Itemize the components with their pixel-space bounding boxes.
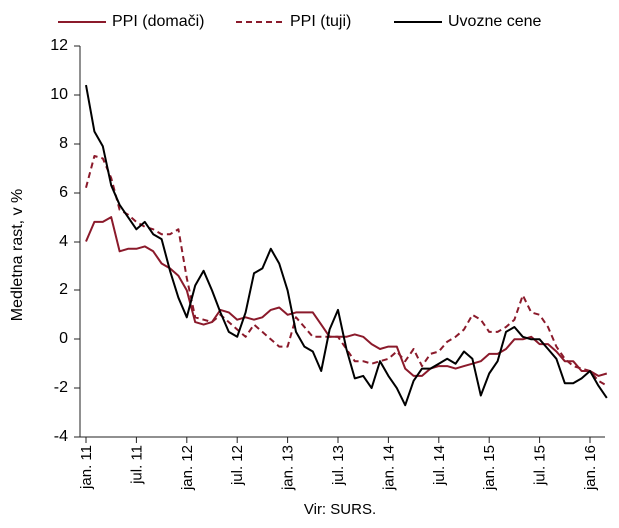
- x-tick-label: jul. 12: [229, 445, 246, 486]
- y-tick: 10: [50, 86, 80, 103]
- y-tick: 2: [59, 281, 80, 298]
- y-tick: -4: [54, 428, 80, 445]
- x-tick-label: jul. 11: [128, 445, 145, 485]
- series-layer: [85, 84, 608, 407]
- x-tick-label: jan. 11: [78, 445, 95, 490]
- y-tick-label: 4: [59, 233, 68, 250]
- legend-label-uvozne-cene: Uvozne cene: [448, 13, 541, 30]
- y-tick: -2: [54, 379, 80, 396]
- x-tick-label: jan. 15: [481, 445, 498, 491]
- y-tick: 12: [50, 37, 80, 54]
- x-tick-label: jan. 12: [179, 445, 196, 491]
- legend: PPI (domači) PPI (tuji) Uvozne cene: [58, 13, 541, 30]
- y-tick-label: -4: [54, 428, 68, 445]
- x-tick-label: jul. 15: [532, 445, 549, 486]
- legend-label-ppi-tuji: PPI (tuji): [290, 13, 351, 30]
- x-tick-label: jan. 16: [582, 445, 599, 491]
- y-tick-label: 12: [50, 37, 68, 54]
- x-tick-label: jul. 14: [431, 445, 448, 486]
- y-axis-ticks: 12 10 8 6 4 2 0 -2 -4: [50, 37, 80, 445]
- y-axis-title: Medletna rast, v %: [9, 189, 26, 322]
- y-tick: 0: [59, 330, 80, 347]
- y-tick: 8: [59, 135, 80, 152]
- legend-label-ppi-domaci: PPI (domači): [112, 13, 204, 30]
- y-tick: 4: [59, 233, 80, 250]
- y-tick-label: 2: [59, 281, 68, 298]
- y-tick-label: -2: [54, 379, 68, 396]
- x-tick-label: jan. 13: [280, 445, 297, 491]
- y-tick-label: 6: [59, 184, 68, 201]
- y-tick-label: 10: [50, 86, 68, 103]
- x-axis-ticks: jan. 11 jul. 11 jan. 12 jul. 12 jan. 13 jul. …: [78, 437, 599, 491]
- series-line-ppi-domaci: [85, 216, 608, 377]
- source-note: Vir: SURS.: [304, 501, 376, 518]
- y-tick-label: 8: [59, 135, 68, 152]
- series-line-uvozne-cene: [85, 84, 608, 407]
- y-tick-label: 0: [59, 330, 68, 347]
- y-tick: 6: [59, 184, 80, 201]
- x-tick-label: jul. 13: [330, 445, 347, 486]
- x-tick-label: jan. 14: [380, 445, 397, 491]
